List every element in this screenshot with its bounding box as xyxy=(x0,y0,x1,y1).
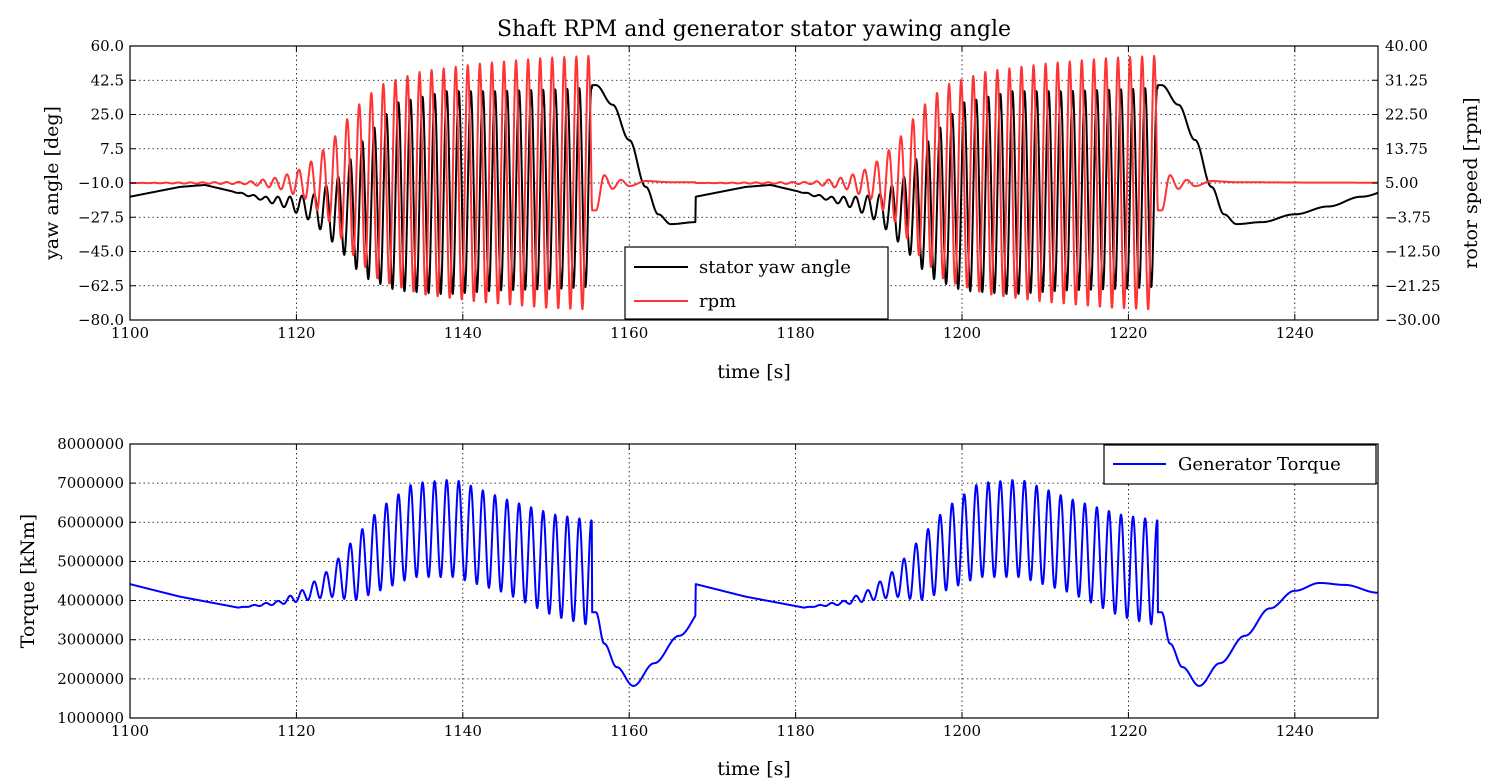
y-tick-label: −62.5 xyxy=(78,277,124,295)
x-axis: 1100 1120 1140 1160 1180 1200 1220 1240 xyxy=(111,444,1314,740)
y-tick-label: 7.5 xyxy=(100,140,124,158)
y2-tick-label: 40.00 xyxy=(1385,37,1428,55)
y-axis: 1000000 2000000 3000000 4000000 5000000 60000… xyxy=(57,435,136,727)
x-tick-label: 1180 xyxy=(777,324,815,342)
series-line-generator-torque xyxy=(129,479,1379,687)
y-tick-label: 8000000 xyxy=(57,435,124,453)
y2-tick-label: −12.50 xyxy=(1385,243,1441,261)
y2-tick-label: 13.75 xyxy=(1385,140,1428,158)
legend-label-yaw: stator yaw angle xyxy=(699,257,851,278)
series-line-rpm xyxy=(129,54,1379,311)
x-tick-label: 1200 xyxy=(943,722,981,740)
x-tick-label: 1240 xyxy=(1276,324,1314,342)
y-tick-label: 2000000 xyxy=(57,670,124,688)
chart-title: Shaft RPM and generator stator yawing an… xyxy=(497,17,1011,42)
x-tick-label: 1140 xyxy=(444,324,482,342)
y-axis: −80.0 −62.5 −45.0 −27.5 −10.0 7.5 25.0 42.5 60.0 xyxy=(78,37,136,329)
x-tick-label: 1180 xyxy=(777,722,815,740)
y2-tick-label: 22.50 xyxy=(1385,106,1428,124)
legend-label-rpm: rpm xyxy=(699,291,736,312)
y2-tick-label: −30.00 xyxy=(1385,311,1441,329)
x-axis-label: time [s] xyxy=(717,361,791,383)
x-tick-label: 1220 xyxy=(1109,722,1147,740)
legend-frame xyxy=(624,246,889,320)
y2-axis-label: rotor speed [rpm] xyxy=(1460,97,1482,268)
y-tick-label: −27.5 xyxy=(78,208,124,226)
x-axis: 1100 1120 1140 1160 1180 1200 1220 1240 xyxy=(111,46,1314,342)
y2-tick-label: −3.75 xyxy=(1385,208,1431,226)
series-group xyxy=(129,479,1379,687)
y-tick-label: 1000000 xyxy=(57,709,124,727)
x-tick-label: 1220 xyxy=(1109,324,1147,342)
series-group xyxy=(129,54,1379,311)
x-tick-label: 1100 xyxy=(111,722,149,740)
x-axis-label: time [s] xyxy=(717,758,791,779)
y-axis-label: yaw angle [deg] xyxy=(41,106,63,261)
y2-tick-label: 31.25 xyxy=(1385,71,1428,89)
y-tick-label: 5000000 xyxy=(57,552,124,570)
y2-tick-label: 5.00 xyxy=(1385,174,1418,192)
y-tick-label: 25.0 xyxy=(91,106,124,124)
y-tick-label: 7000000 xyxy=(57,474,124,492)
x-tick-label: 1100 xyxy=(111,324,149,342)
y-tick-label: −80.0 xyxy=(78,311,124,329)
y2-tick-label: −21.25 xyxy=(1385,277,1441,295)
x-tick-label: 1160 xyxy=(610,324,648,342)
x-tick-label: 1240 xyxy=(1276,722,1314,740)
torque-chart: 1100 1120 1140 1160 1180 1200 1220 1240 1000000… xyxy=(17,435,1379,779)
y-tick-label: 60.0 xyxy=(91,37,124,55)
legend: Generator Torque xyxy=(1103,444,1377,485)
y-tick-label: 4000000 xyxy=(57,592,124,610)
plot-frame xyxy=(129,443,1379,719)
y-tick-label: 42.5 xyxy=(91,71,124,89)
x-tick-label: 1160 xyxy=(610,722,648,740)
legend: stator yaw angle rpm xyxy=(624,246,889,320)
x-tick-label: 1140 xyxy=(444,722,482,740)
y2-axis: −30.00 −21.25 −12.50 −3.75 5.00 13.75 22.50 31.… xyxy=(1372,37,1441,329)
x-tick-label: 1200 xyxy=(943,324,981,342)
yaw-rpm-chart: Shaft RPM and generator stator yawing an… xyxy=(41,17,1482,383)
y-tick-label: −10.0 xyxy=(78,174,124,192)
y-tick-label: 3000000 xyxy=(57,631,124,649)
y-tick-label: 6000000 xyxy=(57,513,124,531)
x-tick-label: 1120 xyxy=(277,722,315,740)
y-tick-label: −45.0 xyxy=(78,243,124,261)
y-axis-label: Torque [kNm] xyxy=(17,514,39,648)
x-tick-label: 1120 xyxy=(277,324,315,342)
legend-label-torque: Generator Torque xyxy=(1178,454,1341,475)
